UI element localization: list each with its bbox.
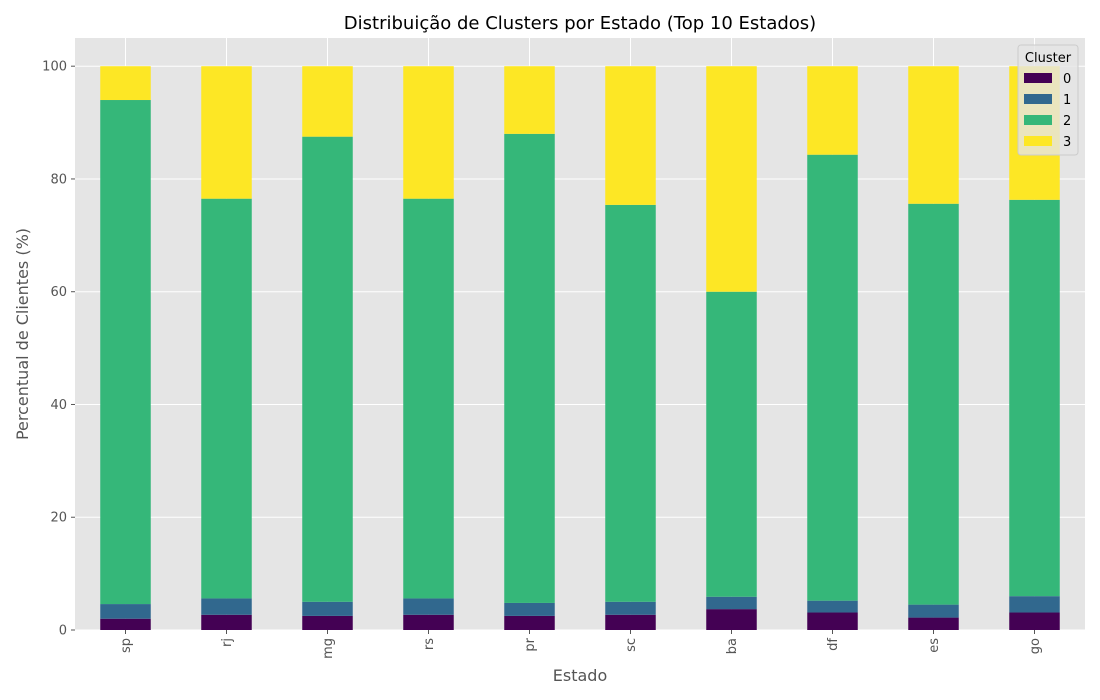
legend: Cluster 0 1 2 3 bbox=[1017, 44, 1079, 156]
bar-segment-es-cluster-1 bbox=[908, 604, 959, 618]
bar-segment-mg-cluster-3 bbox=[302, 66, 353, 137]
y-axis-label: Percentual de Clientes (%) bbox=[13, 228, 32, 440]
y-axis: 0 20 40 60 80 100 bbox=[42, 60, 75, 639]
bar-segment-rj-cluster-3 bbox=[201, 66, 252, 199]
bar-segment-sc-cluster-3 bbox=[605, 66, 656, 205]
bar-segment-go-cluster-2 bbox=[1009, 199, 1060, 597]
bar-segment-sc-cluster-2 bbox=[605, 204, 656, 602]
x-tick-label: ba bbox=[725, 638, 740, 654]
bar-segment-sp-cluster-1 bbox=[100, 604, 151, 619]
bar-segment-rj-cluster-2 bbox=[201, 198, 252, 599]
bar-segment-sp-cluster-3 bbox=[100, 66, 151, 101]
bar-segment-rs-cluster-1 bbox=[403, 598, 454, 615]
bar-segment-es-cluster-2 bbox=[908, 203, 959, 605]
x-tick-label: mg bbox=[321, 638, 336, 659]
bar-segment-rj-cluster-1 bbox=[201, 598, 252, 615]
legend-swatch bbox=[1024, 136, 1052, 146]
bar-segment-df-cluster-2 bbox=[807, 154, 858, 601]
bar-segment-pr-cluster-3 bbox=[504, 66, 555, 134]
bar-segment-pr-cluster-0 bbox=[504, 615, 555, 630]
legend-swatch bbox=[1024, 94, 1052, 104]
bar-segment-rj-cluster-0 bbox=[201, 614, 252, 630]
x-tick-label: sp bbox=[119, 638, 134, 653]
legend-label: 0 bbox=[1063, 72, 1071, 87]
bar-segment-mg-cluster-0 bbox=[302, 615, 353, 630]
y-tick-label: 20 bbox=[50, 511, 67, 526]
bar-segment-ba-cluster-1 bbox=[706, 596, 757, 610]
x-tick-label: pr bbox=[523, 637, 538, 651]
x-tick-label: df bbox=[826, 638, 841, 651]
bar-segment-es-cluster-0 bbox=[908, 617, 959, 630]
legend-label: 3 bbox=[1063, 135, 1071, 150]
y-tick-label: 100 bbox=[42, 60, 67, 75]
bar-segment-sp-cluster-0 bbox=[100, 618, 151, 630]
bar-segment-pr-cluster-1 bbox=[504, 602, 555, 616]
bar-segment-es-cluster-3 bbox=[908, 66, 959, 204]
legend-swatch bbox=[1024, 73, 1052, 83]
bar-segment-rs-cluster-2 bbox=[403, 198, 454, 599]
bar-segment-ba-cluster-3 bbox=[706, 66, 757, 292]
x-axis-label: Estado bbox=[553, 666, 607, 685]
y-tick-label: 40 bbox=[50, 398, 67, 413]
legend-label: 2 bbox=[1063, 114, 1071, 129]
x-tick-label: go bbox=[1028, 638, 1043, 654]
x-tick-label: rj bbox=[220, 638, 235, 647]
bar-segment-pr-cluster-2 bbox=[504, 133, 555, 603]
bar-segment-sc-cluster-0 bbox=[605, 614, 656, 630]
bar-segment-sp-cluster-2 bbox=[100, 100, 151, 605]
legend-title: Cluster bbox=[1025, 51, 1072, 66]
bar-segment-rs-cluster-3 bbox=[403, 66, 454, 199]
bars bbox=[100, 66, 1060, 630]
y-tick-label: 0 bbox=[59, 624, 67, 639]
y-tick-label: 80 bbox=[50, 172, 67, 187]
y-tick-label: 60 bbox=[50, 285, 67, 300]
bar-segment-ba-cluster-0 bbox=[706, 609, 757, 630]
bar-segment-df-cluster-3 bbox=[807, 66, 858, 155]
x-tick-label: sc bbox=[624, 638, 639, 652]
bar-segment-go-cluster-0 bbox=[1009, 612, 1060, 630]
x-axis: sp rj mg rs pr sc ba df es go bbox=[119, 630, 1043, 659]
bar-segment-go-cluster-1 bbox=[1009, 596, 1060, 613]
bar-segment-df-cluster-0 bbox=[807, 612, 858, 630]
legend-label: 1 bbox=[1063, 93, 1071, 108]
bar-segment-ba-cluster-2 bbox=[706, 291, 757, 597]
bar-segment-df-cluster-1 bbox=[807, 600, 858, 613]
x-tick-label: es bbox=[927, 638, 942, 653]
bar-segment-mg-cluster-1 bbox=[302, 601, 353, 616]
bar-segment-rs-cluster-0 bbox=[403, 614, 454, 630]
bar-segment-mg-cluster-2 bbox=[302, 136, 353, 602]
bar-segment-sc-cluster-1 bbox=[605, 601, 656, 615]
chart-title: Distribuição de Clusters por Estado (Top… bbox=[344, 13, 816, 34]
x-tick-label: rs bbox=[422, 638, 437, 650]
legend-swatch bbox=[1024, 115, 1052, 125]
